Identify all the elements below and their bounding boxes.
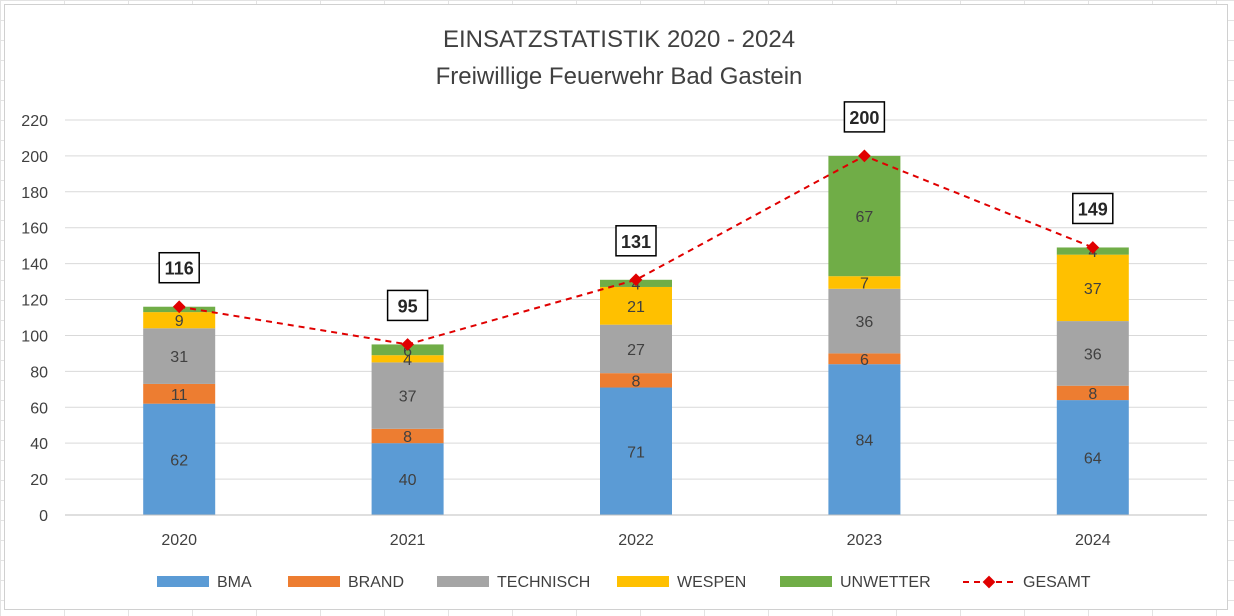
bar-segment <box>600 373 672 388</box>
y-tick-label: 200 <box>21 149 48 166</box>
bar-segment <box>600 387 672 515</box>
legend-label: BMA <box>217 574 252 591</box>
y-tick-label: 80 <box>30 364 48 381</box>
total-label-box <box>843 101 886 133</box>
data-label: 36 <box>1084 346 1102 363</box>
legend-swatch <box>437 576 489 587</box>
bar-segment <box>828 155 901 277</box>
data-label: 11 <box>171 387 188 404</box>
bar-segment <box>143 312 216 329</box>
data-label: 6 <box>860 352 869 369</box>
data-label: 62 <box>170 452 188 469</box>
data-label: 31 <box>170 349 188 366</box>
total-label: 95 <box>398 296 418 316</box>
total-label-box <box>386 289 429 322</box>
x-tick-label: 2021 <box>390 532 426 549</box>
y-tick-label: 20 <box>30 472 48 489</box>
bar-segment <box>1056 400 1129 515</box>
data-label: 9 <box>175 313 184 330</box>
y-tick-label: 100 <box>21 328 48 345</box>
legend-swatch <box>617 576 669 587</box>
x-tick-label: 2020 <box>161 532 197 549</box>
x-tick-label: 2024 <box>1075 532 1111 549</box>
data-label: 27 <box>627 342 645 359</box>
data-label: 40 <box>399 472 417 489</box>
data-label: 7 <box>860 275 869 292</box>
bar-segment <box>828 276 901 289</box>
total-line <box>179 154 1094 346</box>
total-label: 149 <box>1078 199 1108 219</box>
bar-segment <box>143 328 216 384</box>
bar-segment <box>371 355 444 363</box>
data-label: 8 <box>632 373 641 390</box>
total-marker <box>172 300 186 314</box>
legend-swatch <box>288 576 340 587</box>
legend-label: UNWETTER <box>840 574 931 591</box>
bar-segment <box>828 364 901 515</box>
legend-label: TECHNISCH <box>497 574 590 591</box>
stacked-bars: 62113194083746718272148463676764836374 <box>65 155 1207 516</box>
total-marker <box>401 338 414 351</box>
legend-label: WESPEN <box>677 574 746 591</box>
y-tick-label: 140 <box>21 257 48 274</box>
legend-label: BRAND <box>348 574 404 591</box>
data-label: 4 <box>403 352 412 369</box>
y-tick-label: 120 <box>21 293 48 310</box>
data-label: 6 <box>403 343 412 360</box>
data-label: 67 <box>856 209 874 226</box>
bar-segment <box>143 383 216 404</box>
y-tick-label: 60 <box>30 400 48 417</box>
total-label: 200 <box>849 108 879 128</box>
legend: BMA BRAND TECHNISCH WESPEN UNWETTER GESAMT <box>157 574 1091 591</box>
y-tick-label: 0 <box>39 508 48 525</box>
data-label: 84 <box>856 433 874 450</box>
data-label: 64 <box>1084 451 1102 468</box>
total-label: 131 <box>621 232 651 252</box>
bar-segment <box>371 443 444 515</box>
bar-segment <box>371 362 444 429</box>
total-label-box <box>158 251 200 284</box>
bar-segment <box>600 324 672 374</box>
data-label: 36 <box>856 314 874 331</box>
total-label-box <box>615 225 657 257</box>
chart: EINSATZSTATISTIK 2020 - 2024 Freiwillige… <box>21 26 1207 591</box>
bar-segment <box>828 353 901 365</box>
legend-marker <box>982 575 996 589</box>
bar-segment <box>143 403 216 515</box>
legend-label: GESAMT <box>1023 574 1091 591</box>
bar-segment <box>1056 385 1129 401</box>
data-label: 8 <box>403 429 412 446</box>
y-tick-label: 220 <box>21 113 48 130</box>
total-label-box <box>1072 192 1114 225</box>
bar-segment <box>1056 254 1129 322</box>
bar-segment <box>371 428 444 444</box>
data-label: 71 <box>627 444 645 461</box>
data-label: 37 <box>1084 281 1102 298</box>
chart-subtitle: Freiwillige Feuerwehr Bad Gastein <box>436 63 803 90</box>
y-tick-label: 160 <box>21 221 48 238</box>
y-axis-tick-labels: 0 20 40 60 80 100 120 140 160 180 200 220 <box>21 113 48 525</box>
chart-title: EINSATZSTATISTIK 2020 - 2024 <box>443 26 795 53</box>
bar-segment <box>1056 321 1129 386</box>
bar-segment <box>828 288 901 354</box>
y-tick-label: 40 <box>30 436 48 453</box>
legend-swatch <box>780 576 832 587</box>
x-tick-label: 2023 <box>847 532 883 549</box>
y-tick-label: 180 <box>21 185 48 202</box>
total-line-series: 116 95 131 200 149 <box>158 101 1114 351</box>
chart-area[interactable]: EINSATZSTATISTIK 2020 - 2024 Freiwillige… <box>4 4 1228 610</box>
x-tick-label: 2022 <box>618 532 654 549</box>
data-label: 8 <box>1088 386 1097 403</box>
legend-swatch <box>157 576 209 587</box>
data-label: 37 <box>399 389 417 406</box>
bar-segment <box>600 286 672 325</box>
total-label: 116 <box>165 259 194 279</box>
x-axis-tick-labels: 2020 2021 2022 2023 2024 <box>161 532 1110 549</box>
data-label: 21 <box>627 299 645 316</box>
